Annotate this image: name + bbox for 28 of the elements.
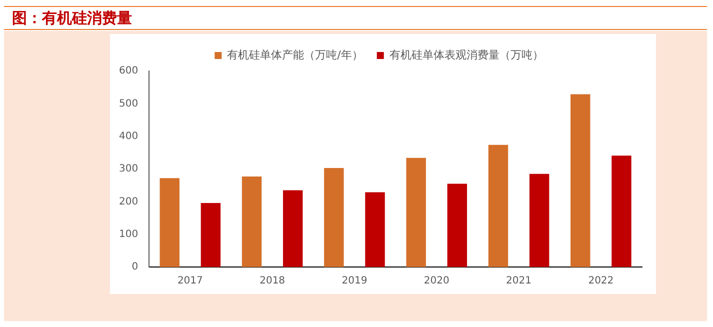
x-tick-label: 2020 (424, 276, 450, 287)
bar (488, 144, 508, 267)
y-tick-label: 300 (118, 164, 138, 175)
x-tick-label: 2021 (506, 276, 532, 287)
bar (612, 156, 632, 267)
y-tick-label: 100 (118, 228, 138, 240)
bar (406, 158, 426, 267)
y-tick-label: 600 (118, 66, 138, 77)
bar (242, 176, 262, 267)
y-tick-label: 400 (118, 130, 138, 142)
bar (529, 174, 550, 267)
chart-title: 图：有机硅消费量 (12, 9, 132, 28)
bar (324, 168, 344, 267)
legend-label: 有机硅单体表观消费量（万吨） (389, 48, 544, 62)
bar (570, 94, 590, 267)
x-tick-label: 2018 (260, 276, 286, 287)
bar (160, 178, 180, 267)
y-tick-label: 0 (132, 262, 138, 273)
x-tick-label: 2019 (342, 276, 368, 287)
legend-label: 有机硅单体产能（万吨/年） (227, 48, 363, 62)
bar (447, 184, 468, 267)
y-tick-label: 200 (118, 196, 138, 208)
x-tick-label: 2022 (588, 276, 614, 287)
bar (365, 192, 385, 267)
x-tick-label: 2017 (177, 276, 203, 287)
bar (200, 202, 221, 267)
y-tick-label: 500 (118, 98, 138, 110)
bar (282, 190, 303, 267)
